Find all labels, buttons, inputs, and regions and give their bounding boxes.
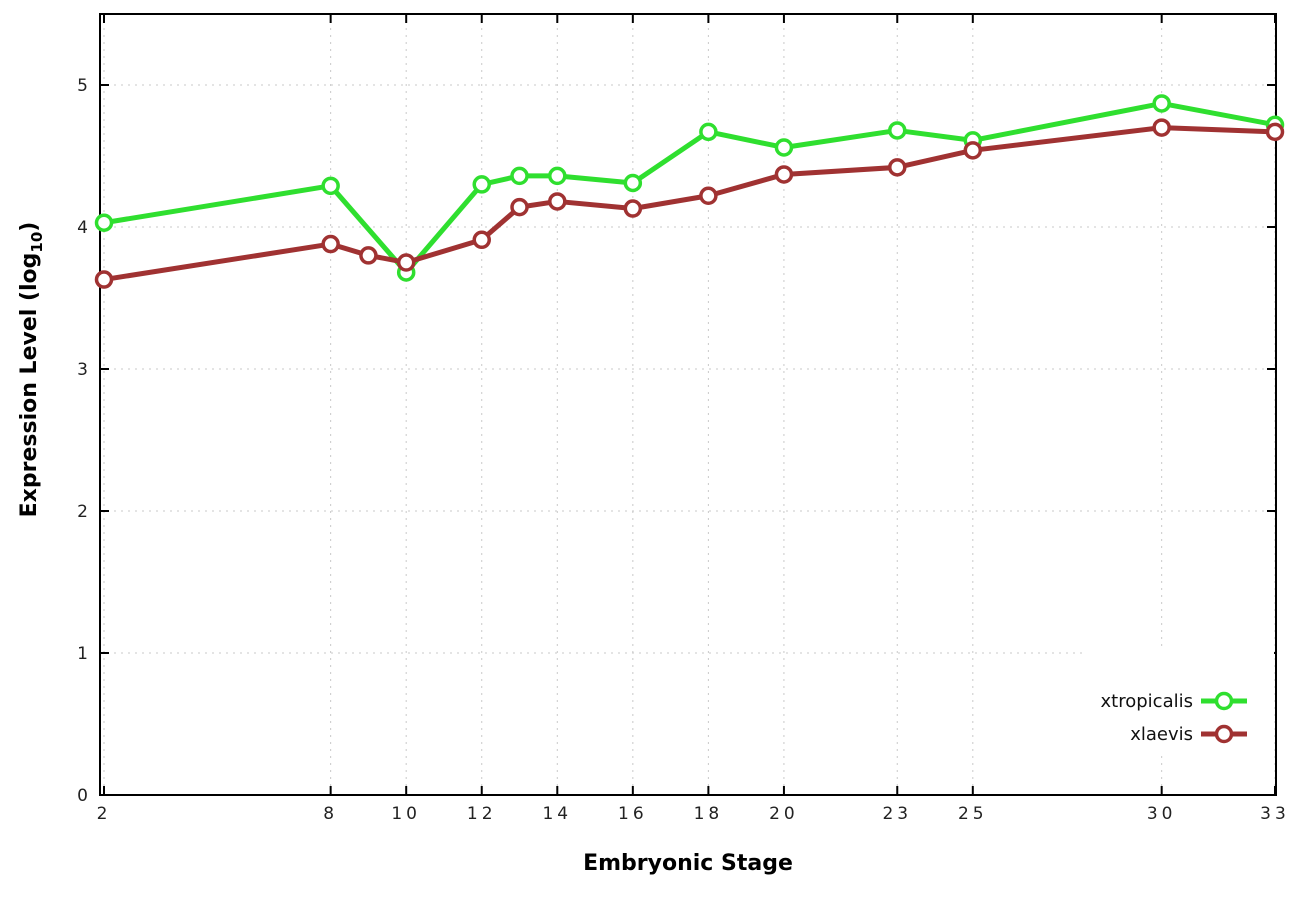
series-xlaevis xyxy=(94,118,1285,289)
y-tick-label: 1 xyxy=(77,644,88,664)
data-point-marker xyxy=(94,213,114,232)
x-tick-label: 18 xyxy=(694,804,724,824)
data-point-marker xyxy=(623,199,643,218)
data-point-marker xyxy=(510,197,529,217)
data-point-marker xyxy=(963,141,983,160)
plot-border xyxy=(99,13,1277,796)
data-point-marker xyxy=(321,176,340,196)
data-point-marker xyxy=(472,175,491,194)
data-point-marker xyxy=(1152,118,1171,137)
data-point-marker xyxy=(699,186,718,206)
series-xtropicalis xyxy=(94,94,1285,282)
x-tick-label: 8 xyxy=(323,804,338,824)
data-point-marker xyxy=(548,166,567,186)
legend-label-xtropicalis: xtropicalis xyxy=(1101,691,1193,712)
data-point-marker xyxy=(699,122,718,142)
data-point-marker xyxy=(623,173,643,193)
x-tick-label: 25 xyxy=(958,804,988,824)
y-axis-label: Expression Level (log10) xyxy=(17,222,46,518)
legend: xtropicalis xlaevis xyxy=(1086,646,1274,756)
legend-sample-marker xyxy=(1214,691,1234,711)
x-tick-label: 33 xyxy=(1260,804,1290,824)
data-point-marker xyxy=(888,158,907,177)
data-point-marker xyxy=(472,230,491,250)
x-tick-label: 16 xyxy=(618,804,648,824)
x-tick-label: 12 xyxy=(467,804,497,824)
x-axis-label: Embryonic Stage xyxy=(583,851,793,876)
data-point-marker xyxy=(94,270,114,289)
x-tick-label: 10 xyxy=(391,804,421,824)
data-point-marker xyxy=(774,165,794,184)
data-point-marker xyxy=(359,246,378,265)
data-point-marker xyxy=(1152,94,1171,113)
y-tick-label: 5 xyxy=(77,76,88,96)
x-tick-label: 23 xyxy=(882,804,912,824)
x-tick-label: 14 xyxy=(542,804,572,824)
x-tick-label: 20 xyxy=(769,804,799,824)
x-tick-label: 2 xyxy=(97,804,112,824)
legend-sample-marker xyxy=(1214,724,1234,744)
y-tick-label: 2 xyxy=(77,502,88,522)
y-tick-label: 3 xyxy=(77,360,88,380)
legend-label-xlaevis: xlaevis xyxy=(1130,724,1193,745)
data-point-marker xyxy=(888,121,907,140)
y-tick-label: 0 xyxy=(77,786,88,806)
data-point-marker xyxy=(548,192,567,211)
x-tick-label: 30 xyxy=(1147,804,1177,824)
data-point-marker xyxy=(774,138,794,157)
data-point-marker xyxy=(321,234,340,254)
data-point-marker xyxy=(1265,122,1285,142)
y-tick-label: 4 xyxy=(77,218,88,238)
data-point-marker xyxy=(510,166,529,186)
data-point-marker xyxy=(396,253,416,272)
